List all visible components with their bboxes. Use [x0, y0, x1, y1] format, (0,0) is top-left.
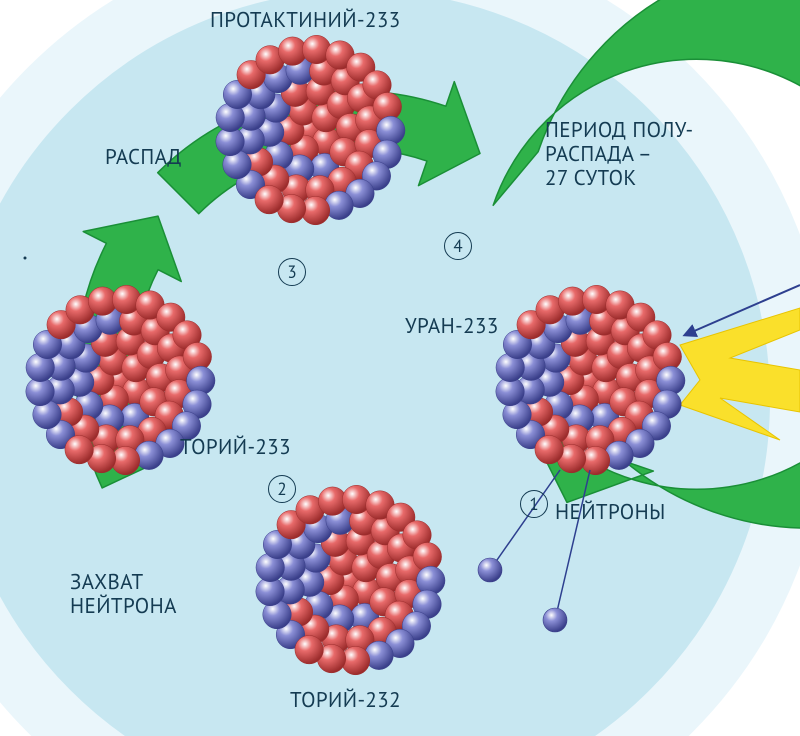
step-badge-2: 2	[268, 475, 296, 503]
label-arrow-a2: ЗАХВАТ НЕЙТРОНА	[70, 570, 177, 618]
label-neutrons: НЕЙТРОНЫ	[555, 500, 666, 524]
neutron-icon	[543, 608, 567, 632]
label-arrow-a4: ПЕРИОД ПОЛУ- РАСПАДА – 27 СУТОК	[545, 118, 693, 190]
step-badge-4: 4	[444, 232, 472, 260]
diagram-svg	[0, 0, 800, 736]
step-badge-3: 3	[278, 258, 306, 286]
label-thorium232: ТОРИЙ-232	[290, 688, 401, 712]
label-arrow-a3: РАСПАД	[105, 145, 182, 169]
label-uranium: УРАН-233	[405, 314, 499, 338]
neutron-icon	[478, 558, 502, 582]
step-badge-1: 1	[520, 490, 548, 518]
label-protactinium: ПРОТАКТИНИЙ-233	[210, 8, 401, 32]
label-thorium233: ТОРИЙ-233	[180, 435, 291, 459]
diagram-root: ПРОТАКТИНИЙ-233 УРАН-233 ТОРИЙ-232 ТОРИЙ-23…	[0, 0, 800, 736]
